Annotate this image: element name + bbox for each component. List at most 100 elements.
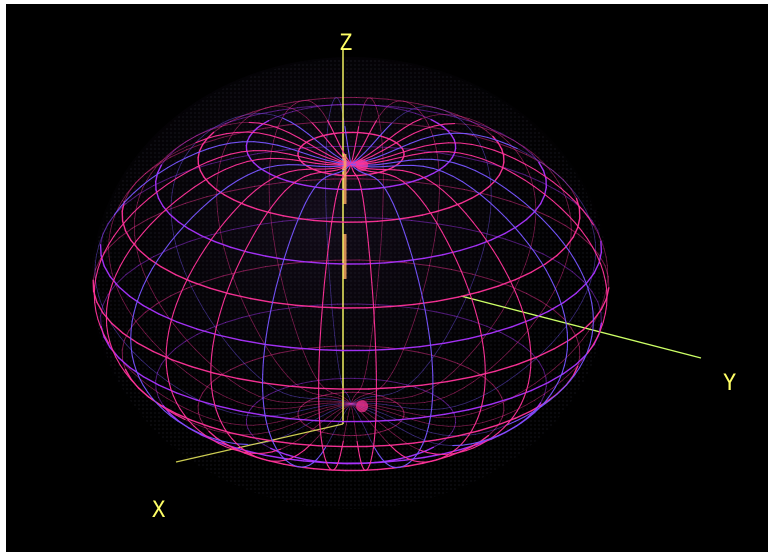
mesh-segment: [334, 335, 337, 346]
mesh-segment: [278, 268, 282, 280]
mesh-segment: [162, 205, 171, 215]
mesh-segment: [296, 105, 318, 109]
mesh-segment: [485, 428, 497, 433]
mesh-segment: [432, 133, 445, 137]
mesh-segment: [328, 264, 330, 276]
mesh-segment: [376, 429, 384, 439]
mesh-segment: [359, 174, 367, 177]
mesh-segment: [377, 274, 379, 286]
mesh-segment: [301, 380, 313, 384]
mesh-segment: [200, 200, 211, 209]
mesh-segment: [431, 432, 444, 436]
mesh-segment: [468, 289, 473, 301]
mesh-segment: [436, 142, 450, 145]
mesh-segment: [423, 115, 427, 121]
mesh-segment: [297, 415, 300, 419]
mesh-segment: [349, 399, 352, 405]
mesh-segment: [567, 214, 576, 224]
mesh-segment: [525, 152, 536, 159]
mesh-segment: [325, 161, 340, 165]
mesh-segment: [196, 161, 209, 168]
mesh-segment: [157, 197, 164, 208]
mesh-segment: [414, 309, 418, 321]
mesh-segment: [184, 134, 198, 143]
mesh-segment: [134, 210, 137, 219]
mesh-segment: [533, 186, 545, 194]
mesh-segment: [115, 274, 127, 285]
mesh-segment: [131, 312, 135, 323]
top-pole-node: [356, 159, 369, 172]
mesh-segment: [488, 212, 491, 223]
mesh-segment: [355, 432, 358, 442]
mesh-segment: [399, 405, 403, 409]
mesh-segment: [564, 224, 580, 236]
mesh-segment: [591, 291, 599, 303]
mesh-segment: [397, 406, 410, 409]
mesh-segment: [585, 210, 590, 219]
mesh-segment: [407, 214, 424, 219]
mesh-segment: [424, 308, 428, 320]
mesh-segment: [514, 410, 532, 419]
mesh-segment: [240, 111, 254, 117]
mesh-segment: [179, 284, 185, 296]
mesh-segment: [236, 377, 264, 384]
mesh-segment: [463, 381, 475, 388]
mesh-segment: [402, 409, 405, 413]
mesh-segment: [456, 114, 469, 121]
mesh-segment: [379, 185, 391, 189]
mesh-segment: [293, 108, 301, 113]
mesh-segment: [480, 434, 490, 442]
mesh-segment: [95, 268, 99, 279]
mesh-segment: [176, 321, 198, 330]
mesh-segment: [372, 442, 375, 449]
mesh-segment: [94, 302, 97, 312]
mesh-segment: [509, 147, 527, 156]
mesh-segment: [277, 306, 298, 311]
mesh-segment: [427, 420, 431, 429]
mesh-segment: [176, 146, 187, 152]
mesh-segment: [417, 109, 438, 114]
mesh-segment: [384, 260, 406, 264]
mesh-segment: [361, 191, 364, 200]
mesh-segment: [412, 393, 422, 397]
mesh-segment: [402, 228, 408, 240]
mesh-segment: [476, 121, 484, 125]
mesh-segment: [264, 343, 291, 349]
mesh-segment: [199, 169, 205, 178]
mesh-segment: [313, 219, 331, 223]
mesh-segment: [385, 462, 391, 467]
mesh-segment: [331, 213, 334, 224]
mesh-segment: [109, 264, 113, 274]
mesh-segment: [318, 129, 326, 139]
mesh-segment: [277, 451, 288, 456]
mesh-segment: [545, 393, 552, 402]
mesh-segment: [92, 268, 96, 281]
bottom-pole-node: [356, 400, 369, 413]
mesh-segment: [288, 169, 299, 173]
mesh-segment: [244, 450, 252, 455]
mesh-segment: [282, 392, 292, 396]
mesh-segment: [381, 165, 394, 168]
mesh-segment: [121, 220, 127, 232]
mesh-segment: [424, 432, 428, 440]
mesh-segment: [453, 363, 463, 372]
mesh-segment: [158, 208, 168, 217]
mesh-segment: [268, 307, 272, 319]
mesh-segment: [359, 112, 363, 120]
mesh-segment: [214, 430, 226, 434]
mesh-segment: [329, 222, 333, 233]
mesh-segment: [494, 174, 501, 182]
mesh-segment: [431, 158, 444, 161]
mesh-segment: [353, 394, 357, 397]
mesh-segment: [423, 125, 436, 130]
mesh-segment: [198, 143, 204, 152]
mesh-segment: [188, 280, 194, 291]
mesh-segment: [363, 145, 372, 154]
mesh-segment: [525, 210, 536, 221]
mesh-segment: [389, 303, 415, 308]
mesh-segment: [512, 146, 518, 154]
mesh-segment: [283, 288, 287, 300]
mesh-segment: [409, 138, 422, 145]
mesh-segment: [513, 422, 522, 429]
mesh-segment: [316, 453, 323, 460]
